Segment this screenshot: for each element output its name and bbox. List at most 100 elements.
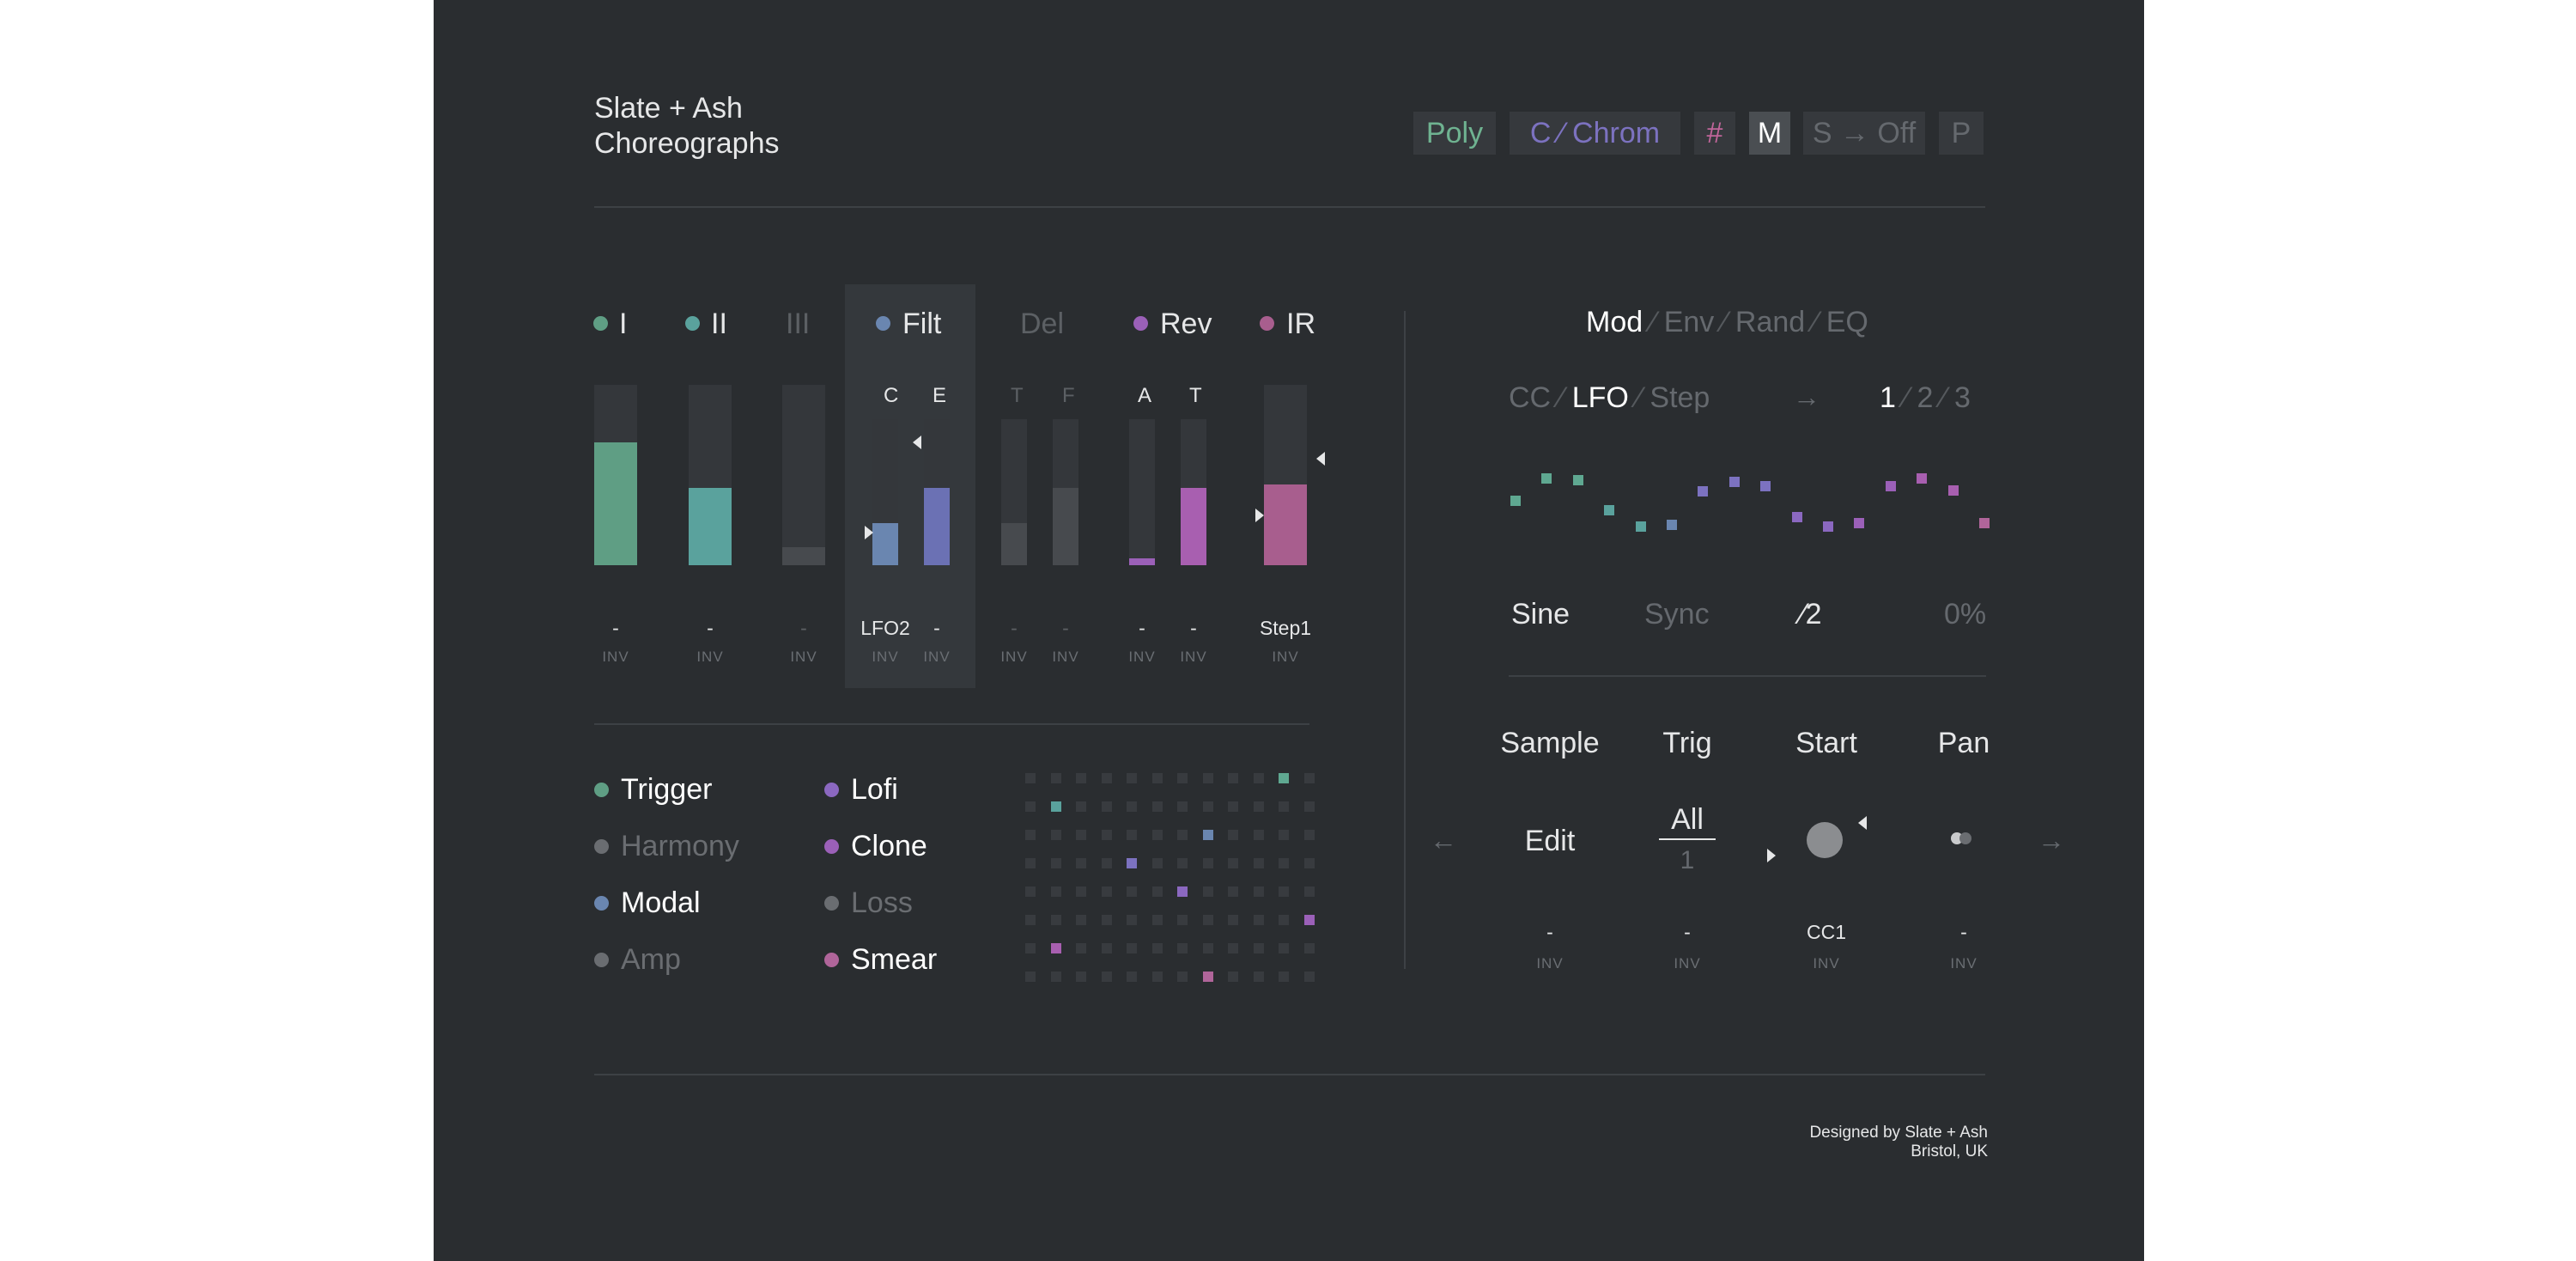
grid-cell[interactable] <box>1228 773 1238 783</box>
start-knob[interactable] <box>1807 822 1843 858</box>
fader-ir[interactable] <box>1264 385 1307 565</box>
grid-cell[interactable] <box>1076 773 1086 783</box>
grid-cell[interactable] <box>1050 830 1061 840</box>
grid-cell[interactable] <box>1228 915 1238 925</box>
grid-cell[interactable] <box>1279 972 1289 982</box>
fader-iii[interactable] <box>782 385 825 565</box>
grid-cell[interactable] <box>1303 943 1315 953</box>
inv-toggle-i[interactable]: INV <box>602 649 629 665</box>
p-toggle[interactable]: P <box>1939 112 1984 155</box>
source-lfo[interactable]: LFO <box>1571 381 1629 414</box>
grid-cell[interactable] <box>1050 972 1061 982</box>
filt-c-marker-icon[interactable] <box>865 526 873 539</box>
tab-eq[interactable]: EQ <box>1826 306 1868 338</box>
grid-cell[interactable] <box>1127 830 1137 840</box>
grid-cell[interactable] <box>1050 943 1061 953</box>
source-step[interactable]: Step <box>1649 381 1710 414</box>
grid-cell[interactable] <box>1202 886 1213 897</box>
grid-cell[interactable] <box>1025 801 1036 812</box>
grid-cell[interactable] <box>1050 886 1061 897</box>
slot-2[interactable]: 2 <box>1917 381 1934 414</box>
grid-cell[interactable] <box>1127 858 1137 868</box>
grid-cell[interactable] <box>1025 972 1036 982</box>
inv-toggle-ir[interactable]: INV <box>1272 649 1299 665</box>
tab-mod[interactable]: Mod <box>1586 306 1643 338</box>
grid-cell[interactable] <box>1151 773 1163 783</box>
grid-cell[interactable] <box>1303 801 1315 812</box>
grid-cell[interactable] <box>1202 915 1213 925</box>
grid-cell[interactable] <box>1025 773 1036 783</box>
grid-cell[interactable] <box>1151 915 1163 925</box>
grid-cell[interactable] <box>1076 830 1086 840</box>
grid-cell[interactable] <box>1151 886 1163 897</box>
slot-1[interactable]: 1 <box>1880 381 1896 414</box>
grid-cell[interactable] <box>1076 801 1086 812</box>
inv-toggle-pan[interactable]: INV <box>1950 955 1978 972</box>
fader-rev-t[interactable] <box>1181 419 1206 565</box>
grid-cell[interactable] <box>1279 886 1289 897</box>
grid-cell[interactable] <box>1253 943 1264 953</box>
poly-toggle[interactable]: Poly <box>1413 112 1496 155</box>
grid-cell[interactable] <box>1151 801 1163 812</box>
grid-cell[interactable] <box>1050 773 1061 783</box>
grid-cell[interactable] <box>1228 943 1238 953</box>
grid-cell[interactable] <box>1228 858 1238 868</box>
start-marker-icon[interactable] <box>1767 849 1776 862</box>
grid-cell[interactable] <box>1025 886 1036 897</box>
fader-filt-e[interactable] <box>924 419 950 565</box>
next-arrow-icon[interactable]: → <box>2038 825 2065 856</box>
grid-cell[interactable] <box>1151 830 1163 840</box>
grid-cell[interactable] <box>1025 943 1036 953</box>
grid-cell[interactable] <box>1202 972 1213 982</box>
grid-cell[interactable] <box>1127 972 1137 982</box>
grid-cell[interactable] <box>1279 830 1289 840</box>
inv-toggle-del-t[interactable]: INV <box>1000 649 1028 665</box>
grid-cell[interactable] <box>1177 801 1188 812</box>
prev-arrow-icon[interactable]: ← <box>1430 825 1457 856</box>
pattern-grid[interactable] <box>1025 773 1315 982</box>
inv-toggle-rev-t[interactable]: INV <box>1180 649 1207 665</box>
grid-cell[interactable] <box>1101 972 1112 982</box>
inv-toggle-sample[interactable]: INV <box>1536 955 1564 972</box>
tab-rand[interactable]: Rand <box>1735 306 1806 338</box>
grid-cell[interactable] <box>1228 801 1238 812</box>
grid-cell[interactable] <box>1101 801 1112 812</box>
rev-t-marker-icon[interactable] <box>1255 509 1264 522</box>
fader-i[interactable] <box>594 385 637 565</box>
start-knob-marker-icon[interactable] <box>1858 816 1867 830</box>
fader-del-f[interactable] <box>1053 419 1078 565</box>
sharp-toggle[interactable]: # <box>1694 112 1735 155</box>
arrow-right-icon[interactable]: → <box>1793 381 1820 412</box>
grid-cell[interactable] <box>1279 943 1289 953</box>
grid-cell[interactable] <box>1279 801 1289 812</box>
grid-cell[interactable] <box>1303 886 1315 897</box>
grid-cell[interactable] <box>1151 972 1163 982</box>
grid-cell[interactable] <box>1228 886 1238 897</box>
grid-cell[interactable] <box>1177 943 1188 953</box>
grid-cell[interactable] <box>1076 858 1086 868</box>
param-amount[interactable]: 0% <box>1944 598 1987 630</box>
inv-toggle-del-f[interactable]: INV <box>1052 649 1079 665</box>
grid-cell[interactable] <box>1303 773 1315 783</box>
chromatic-scale-toggle[interactable]: C ⁄ Chrom <box>1510 112 1680 155</box>
inv-toggle-ii[interactable]: INV <box>696 649 724 665</box>
ir-marker-icon[interactable] <box>1316 452 1325 466</box>
grid-cell[interactable] <box>1303 858 1315 868</box>
grid-cell[interactable] <box>1279 773 1289 783</box>
param-sync[interactable]: Sync <box>1644 598 1710 630</box>
trig-denominator[interactable]: 1 <box>1680 846 1695 874</box>
grid-cell[interactable] <box>1076 915 1086 925</box>
pan-dot-icon[interactable] <box>1959 832 1971 844</box>
grid-cell[interactable] <box>1127 801 1137 812</box>
grid-cell[interactable] <box>1101 915 1112 925</box>
grid-cell[interactable] <box>1253 773 1264 783</box>
inv-toggle-rev-a[interactable]: INV <box>1128 649 1156 665</box>
inv-toggle-filt-e[interactable]: INV <box>923 649 951 665</box>
grid-cell[interactable] <box>1253 801 1264 812</box>
grid-cell[interactable] <box>1253 858 1264 868</box>
grid-cell[interactable] <box>1202 773 1213 783</box>
grid-cell[interactable] <box>1025 830 1036 840</box>
grid-cell[interactable] <box>1279 858 1289 868</box>
grid-cell[interactable] <box>1303 915 1315 925</box>
grid-cell[interactable] <box>1177 773 1188 783</box>
